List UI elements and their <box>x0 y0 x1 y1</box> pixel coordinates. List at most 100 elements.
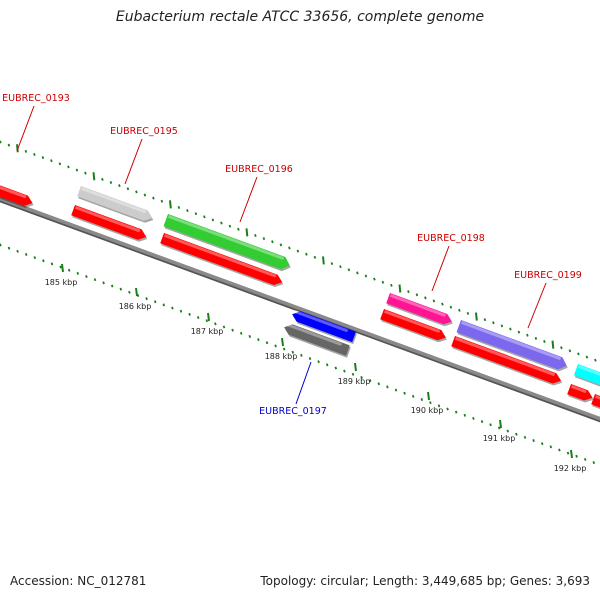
gene-label-EUBREC_0195: EUBREC_0195 <box>110 126 178 137</box>
outer-minor-tick <box>568 349 572 353</box>
outer-minor-tick <box>228 224 232 228</box>
scale-major-tick <box>61 263 64 273</box>
outer-major-tick <box>245 228 249 237</box>
gene-label-EUBREC_0199: EUBREC_0199 <box>514 270 582 281</box>
scale-minor-tick <box>446 407 449 411</box>
outer-major-tick <box>92 172 96 181</box>
scale-minor-tick <box>128 290 131 294</box>
outer-minor-tick <box>407 290 410 294</box>
cds-arrow-highlight <box>384 310 440 333</box>
scale-major-tick <box>135 287 138 297</box>
scale-minor-tick <box>257 338 260 342</box>
outer-minor-tick <box>288 246 291 250</box>
scale-minor-tick <box>0 243 2 247</box>
scale-minor-tick <box>411 394 415 398</box>
scale-minor-tick <box>179 309 183 313</box>
outer-minor-tick <box>109 181 113 185</box>
scale-major-tick <box>427 391 430 401</box>
gene-labels: EUBREC_0193 EUBREC_0195 EUBREC_0196 EUBREC_… <box>2 93 582 417</box>
outer-minor-tick <box>432 299 436 303</box>
scale-minor-tick <box>239 331 243 335</box>
outer-minor-tick <box>492 321 495 325</box>
scale-minor-tick <box>420 398 424 402</box>
outer-major-tick <box>16 144 19 153</box>
leader-line-EUBREC_0199 <box>527 282 547 329</box>
scale-minor-tick <box>558 448 561 452</box>
genome-summary-text: Topology: circular; Length: 3,449,685 bp… <box>260 574 590 588</box>
cds-arrow <box>71 205 148 242</box>
scale-minor-tick <box>334 366 338 370</box>
outer-minor-tick <box>577 352 580 356</box>
scale-tick-label: 191 kbp <box>483 434 516 443</box>
scale-minor-tick <box>188 312 191 316</box>
cds-arrow-body <box>380 309 446 341</box>
scale-major-tick <box>570 449 573 459</box>
outer-minor-tick <box>254 234 257 237</box>
outer-minor-tick <box>41 156 45 160</box>
cds-arrow-body <box>71 205 147 240</box>
scale-minor-tick <box>274 344 277 348</box>
outer-minor-tick <box>50 159 53 163</box>
scale-minor-tick <box>231 328 234 332</box>
cds-arrow-body <box>451 336 562 384</box>
scale-minor-tick <box>102 281 105 285</box>
scale-minor-tick <box>368 379 372 383</box>
outer-minor-tick <box>7 143 11 147</box>
outer-minor-tick <box>458 308 461 312</box>
scale-minor-tick <box>403 391 406 395</box>
scale-tick-label: 188 kbp <box>265 352 298 361</box>
scale-tick-label: 185 kbp <box>45 278 78 287</box>
outer-minor-tick <box>143 193 147 197</box>
outer-major-tick <box>551 340 555 349</box>
scale-minor-tick <box>575 454 578 458</box>
scale-minor-tick <box>110 284 114 288</box>
scale-minor-tick <box>515 432 518 436</box>
outer-minor-tick <box>271 240 274 244</box>
gene-label-EUBREC_0197: EUBREC_0197 <box>259 406 327 417</box>
scale-minor-tick <box>351 372 355 376</box>
outer-minor-tick <box>347 268 351 272</box>
scale-minor-tick <box>377 382 381 386</box>
scale-minor-tick <box>85 275 88 279</box>
scale-minor-tick <box>153 300 157 304</box>
outer-minor-tick <box>279 243 283 247</box>
outer-minor-tick <box>186 209 189 213</box>
scale-minor-tick <box>205 319 209 323</box>
gene-label-EUBREC_0198: EUBREC_0198 <box>417 233 485 244</box>
outer-minor-tick <box>24 149 28 153</box>
scale-minor-tick <box>119 287 123 291</box>
leader-line-EUBREC_0196 <box>239 176 258 223</box>
gene-arrow-EUBREC_0198 <box>386 293 453 327</box>
scale-minor-tick <box>67 268 71 272</box>
outer-minor-tick <box>381 280 385 284</box>
scale-tick-label: 192 kbp <box>554 464 587 473</box>
outer-major-tick <box>169 200 172 209</box>
scale-minor-tick <box>429 401 432 405</box>
outer-minor-tick <box>220 221 223 225</box>
scale-minor-tick <box>76 271 80 275</box>
gene-label-EUBREC_0196: EUBREC_0196 <box>225 164 293 175</box>
outer-minor-tick <box>330 262 334 266</box>
outer-minor-tick <box>526 333 529 337</box>
cds-arrow <box>284 323 351 358</box>
outer-minor-tick <box>135 190 138 194</box>
gene-arrow-unlabeled-highlight <box>578 365 600 376</box>
scale-minor-tick <box>265 341 269 345</box>
outer-minor-tick <box>58 162 62 166</box>
outer-minor-tick <box>262 237 266 241</box>
scale-minor-tick <box>325 363 329 367</box>
gene-label-EUBREC_0193: EUBREC_0193 <box>2 93 70 104</box>
scale-minor-tick <box>437 404 441 408</box>
scale-minor-tick <box>489 423 492 427</box>
outer-tick-ring <box>0 140 597 362</box>
outer-minor-tick <box>483 318 487 322</box>
outer-minor-tick <box>534 336 538 340</box>
gene-arrow-EUBREC_0193-highlight <box>0 185 27 199</box>
cds-arrow-body <box>567 384 593 401</box>
cds-arrow <box>451 336 563 386</box>
accession-text: Accession: NC_012781 <box>10 574 147 588</box>
scale-minor-tick <box>222 325 226 329</box>
outer-major-tick <box>398 284 402 293</box>
